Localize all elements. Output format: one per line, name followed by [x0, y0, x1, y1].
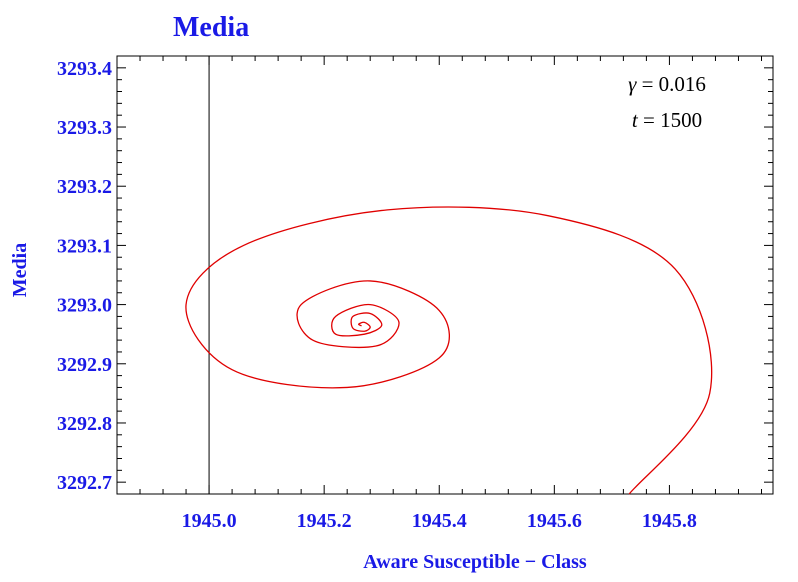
x-tick-label: 1945.8 — [642, 510, 697, 532]
gamma-annotation: γ = 0.016 — [628, 72, 706, 96]
y-tick-label: 3293.4 — [57, 58, 112, 80]
y-tick-label: 3293.3 — [57, 117, 112, 139]
gamma-value: = 0.016 — [636, 72, 706, 96]
series-layer — [185, 206, 713, 495]
x-tick-labels: 1945.0 1945.2 1945.4 1945.6 1945.8 — [182, 510, 697, 532]
series-line — [185, 206, 713, 495]
chart-title: Media — [173, 12, 249, 43]
x-axis-label: Aware Susceptible − Class — [363, 551, 587, 573]
y-tick-labels: 3292.7 3292.8 3292.9 3293.0 3293.1 3293.2 3293… — [57, 58, 112, 494]
time-annotation: t = 1500 — [632, 108, 702, 132]
y-tick-label: 3292.8 — [57, 413, 112, 435]
y-tick-label: 3293.0 — [57, 295, 112, 317]
time-value: = 1500 — [638, 108, 702, 132]
y-axis-label: Media — [9, 243, 31, 297]
y-tick-label: 3292.7 — [57, 472, 112, 494]
x-tick-label: 1945.2 — [297, 510, 352, 532]
y-tick-label: 3293.1 — [57, 235, 112, 257]
y-tick-label: 3293.2 — [57, 176, 112, 198]
plot-frame — [116, 55, 774, 495]
x-tick-label: 1945.4 — [412, 510, 467, 532]
x-tick-label: 1945.6 — [527, 510, 582, 532]
time-symbol: t — [632, 108, 639, 132]
x-tick-label: 1945.0 — [182, 510, 237, 532]
gamma-symbol: γ — [628, 72, 637, 96]
y-tick-label: 3292.9 — [57, 354, 112, 376]
